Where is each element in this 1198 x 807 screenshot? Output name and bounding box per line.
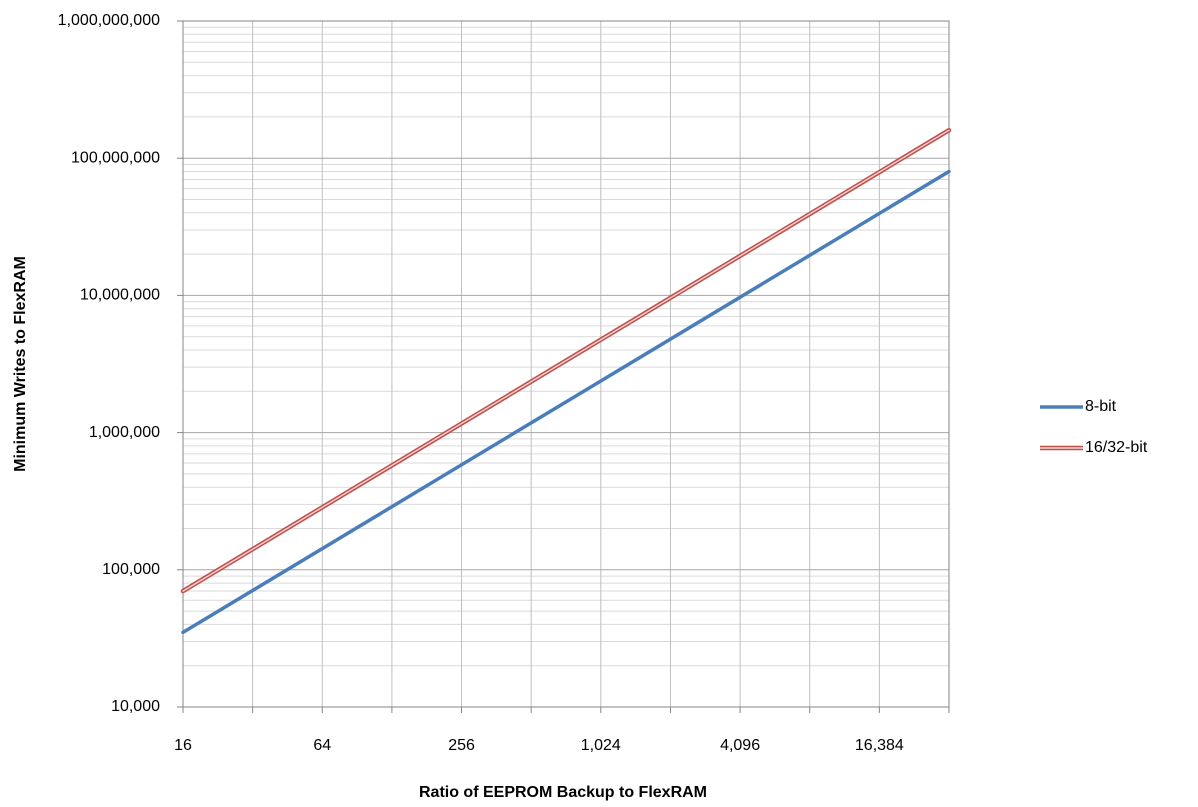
y-tick-label: 10,000,000 xyxy=(80,287,160,304)
grid-minor xyxy=(183,26,949,667)
series-line-16-32-bit xyxy=(182,129,950,592)
x-axis-title: Ratio of EEPROM Backup to FlexRAM xyxy=(419,784,707,801)
x-tick-label: 1,024 xyxy=(581,737,621,754)
legend: 8-bit 16/32-bit xyxy=(1040,398,1148,456)
y-tick-label: 100,000,000 xyxy=(71,149,160,166)
legend-label: 8-bit xyxy=(1085,398,1117,415)
y-tick-label: 1,000,000 xyxy=(89,424,160,441)
y-axis-ticks: 10,000 100,000 1,000,000 10,000,000 100,000,… xyxy=(58,12,183,715)
x-tick-label: 64 xyxy=(313,737,331,754)
x-axis-ticks: 16 64 256 1,024 4,096 16,384 xyxy=(174,707,950,754)
x-tick-label: 256 xyxy=(448,737,475,754)
y-tick-label: 100,000 xyxy=(102,561,160,578)
x-tick-label: 4,096 xyxy=(720,737,760,754)
y-tick-label: 1,000,000,000 xyxy=(58,12,160,29)
y-tick-label: 10,000 xyxy=(111,698,160,715)
y-axis-title: Minimum Writes to FlexRAM xyxy=(12,256,29,472)
x-tick-label: 16,384 xyxy=(855,737,904,754)
plot-area xyxy=(182,20,950,708)
legend-label: 16/32-bit xyxy=(1085,439,1148,456)
x-tick-label: 16 xyxy=(174,737,192,754)
series-layer xyxy=(180,127,952,635)
grid-major xyxy=(183,20,950,708)
series-line-8-bit xyxy=(181,169,951,635)
